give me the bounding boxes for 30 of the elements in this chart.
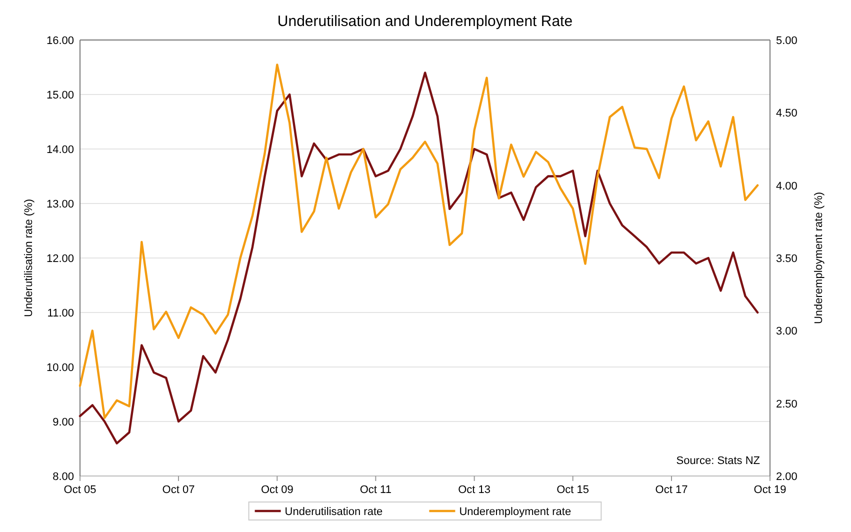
y-tick-label: 15.00 xyxy=(46,90,74,102)
y2-tick-label: 4.50 xyxy=(776,108,798,120)
y-tick-label: 8.00 xyxy=(52,471,74,483)
x-tick-label: Oct 13 xyxy=(458,484,491,496)
x-tick-label: Oct 15 xyxy=(556,484,590,496)
y2-axis-title: Underemployment rate (%) xyxy=(813,192,825,324)
y-axis-title: Underutilisation rate (%) xyxy=(23,199,35,317)
y2-tick-label: 3.00 xyxy=(776,326,798,338)
y-tick-label: 9.00 xyxy=(52,416,74,428)
y-tick-label: 10.00 xyxy=(46,362,74,374)
chart-title: Underutilisation and Underemployment Rate xyxy=(277,13,573,30)
y2-tick-label: 2.00 xyxy=(776,471,798,483)
x-tick-label: Oct 09 xyxy=(260,484,294,496)
legend-label: Underemployment rate xyxy=(459,506,572,518)
y-tick-label: 11.00 xyxy=(47,308,74,320)
x-tick-label: Oct 11 xyxy=(360,484,392,496)
annotation: Source: Stats NZ xyxy=(676,455,760,467)
y-tick-label: 12.00 xyxy=(46,253,74,265)
legend-label: Underutilisation rate xyxy=(284,506,383,518)
y2-tick-label: 2.50 xyxy=(776,398,798,410)
y2-tick-label: 5.00 xyxy=(776,35,798,47)
y2-tick-label: 3.50 xyxy=(776,253,798,265)
y2-tick-label: 4.00 xyxy=(776,180,798,192)
x-tick-label: Oct 07 xyxy=(162,484,195,496)
y-tick-label: 16.00 xyxy=(46,35,74,47)
x-tick-label: Oct 19 xyxy=(754,484,786,496)
x-tick-label: Oct 05 xyxy=(64,484,96,496)
y-tick-label: 13.00 xyxy=(46,198,74,210)
x-tick-label: Oct 17 xyxy=(655,484,688,496)
y-tick-label: 14.00 xyxy=(46,144,74,156)
